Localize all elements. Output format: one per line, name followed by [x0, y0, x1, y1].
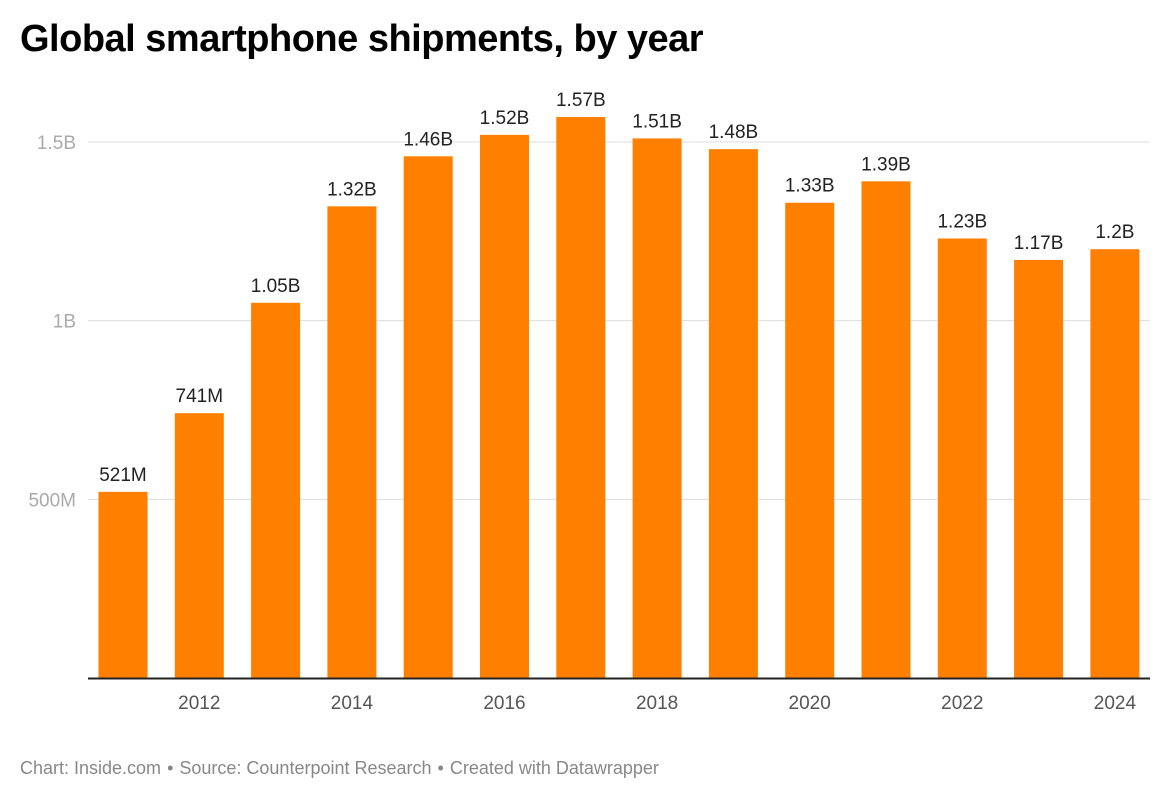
data-label-2013: 1.05B	[251, 276, 301, 297]
chart-credit: Chart: Inside.com	[20, 758, 162, 778]
data-label-2024: 1.2B	[1095, 222, 1134, 243]
y-tick-label: 1.5B	[37, 133, 76, 154]
x-tick-label: 2022	[941, 693, 983, 714]
bars	[98, 116, 1140, 679]
x-tick-label: 2024	[1094, 693, 1137, 714]
data-label-2011: 521M	[99, 465, 147, 486]
y-tick-label: 1B	[53, 312, 76, 333]
bar-2024	[1090, 249, 1140, 678]
y-axis-ticks: 500M 1B 1.5B	[28, 133, 76, 511]
bar-2020	[785, 202, 835, 678]
chart-footer: Chart: Inside.com • Source: Counterpoint R…	[20, 758, 659, 779]
gridlines	[88, 141, 1150, 500]
x-tick-label: 2018	[636, 693, 678, 714]
data-label-2018: 1.51B	[632, 111, 682, 132]
data-label-2022: 1.23B	[937, 211, 987, 232]
bar-2014	[327, 206, 377, 678]
bar-2012	[174, 413, 224, 678]
bar-2021	[861, 181, 911, 678]
footer-separator: •	[437, 758, 444, 778]
bar-2023	[1014, 259, 1064, 678]
chart-created-with: Created with Datawrapper	[449, 758, 659, 778]
chart-title: Global smartphone shipments, by year	[20, 18, 704, 60]
data-label-2021: 1.39B	[861, 154, 911, 175]
data-label-2016: 1.52B	[480, 108, 530, 129]
x-tick-label: 2016	[483, 693, 525, 714]
data-label-2017: 1.57B	[556, 90, 606, 111]
chart-source: Source: Counterpoint Research	[179, 758, 432, 778]
data-label-2019: 1.48B	[709, 122, 759, 143]
bar-2019	[708, 149, 758, 678]
x-axis-ticks: 2012 2014 2016 2018 2020 2022 2024	[178, 693, 1136, 714]
data-label-2015: 1.46B	[403, 129, 453, 150]
footer-separator: •	[167, 758, 174, 778]
bar-2011	[98, 491, 148, 678]
bar-2022	[937, 238, 987, 679]
x-tick-label: 2020	[789, 693, 831, 714]
x-tick-label: 2012	[178, 693, 220, 714]
data-label-2014: 1.32B	[327, 179, 377, 200]
data-label-2020: 1.33B	[785, 176, 835, 197]
data-label-2012: 741M	[176, 386, 224, 407]
bar-2017	[556, 116, 606, 678]
x-tick-label: 2014	[331, 693, 374, 714]
bar-2013	[251, 302, 301, 678]
data-label-2023: 1.17B	[1014, 233, 1064, 254]
bar-2016	[480, 134, 529, 678]
bar-2018	[632, 138, 682, 679]
data-labels: 521M 741M 1.05B 1.32B 1.46B 1.52B 1.57B 1.51B 1.…	[99, 90, 1134, 486]
bar-2015	[403, 156, 453, 678]
y-tick-label: 500M	[28, 490, 76, 511]
